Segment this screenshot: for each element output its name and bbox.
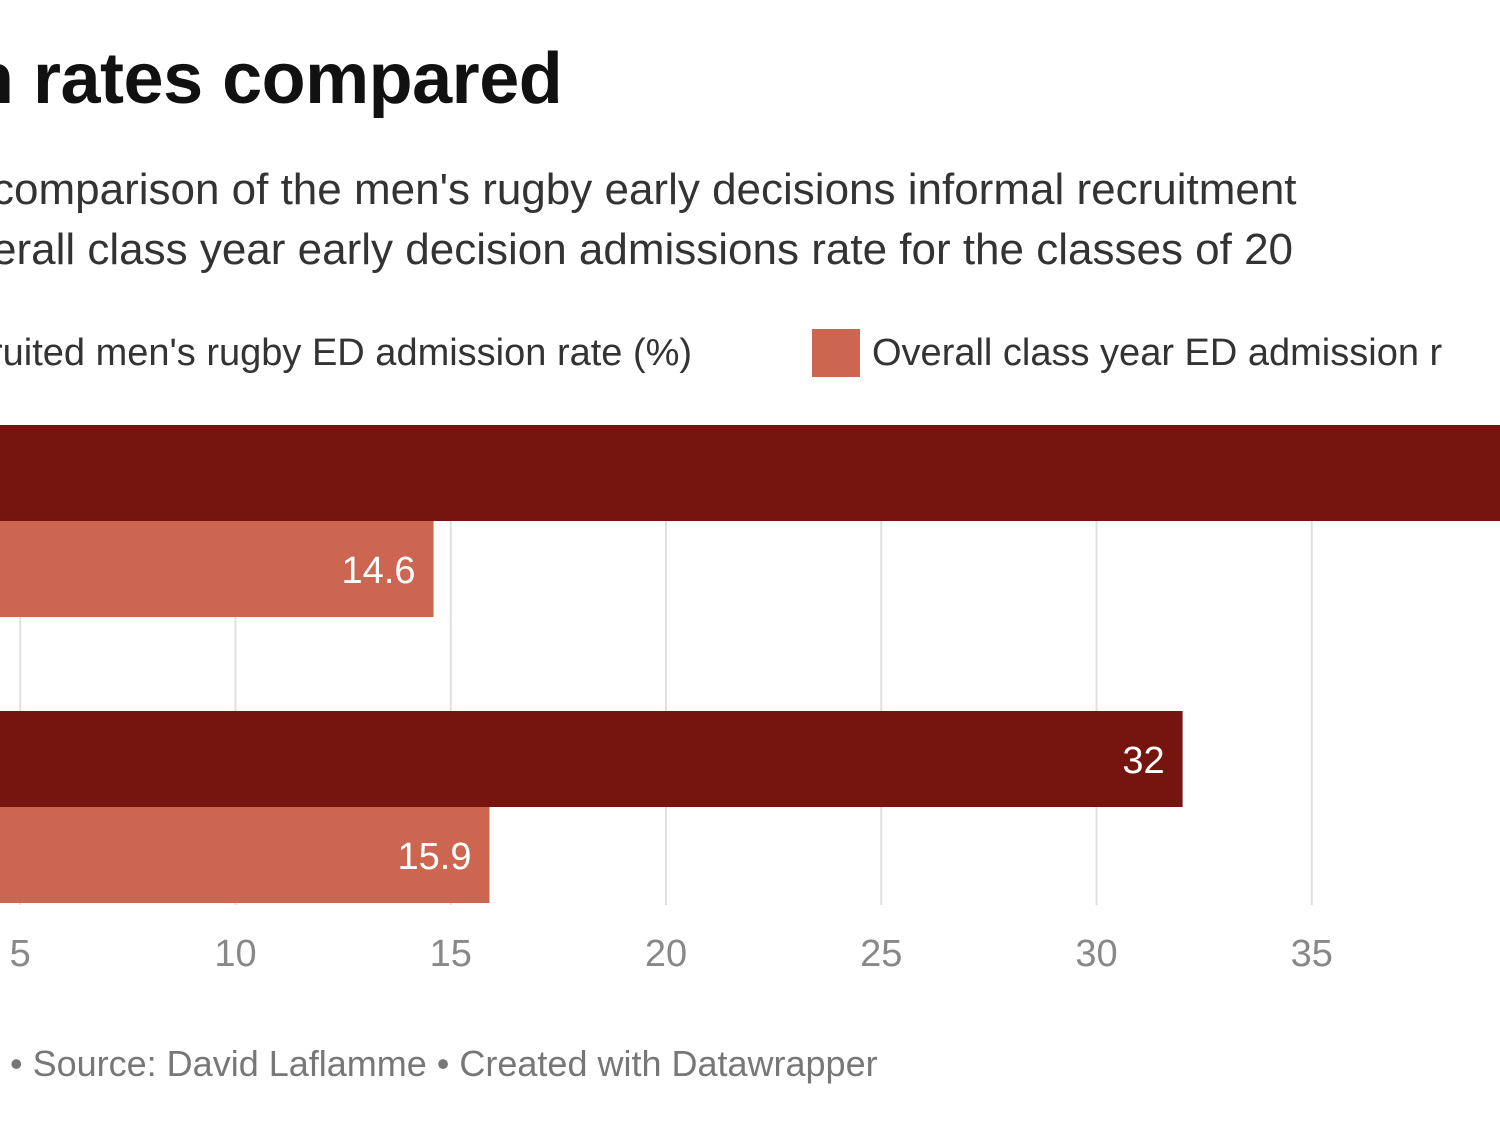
data-label-series2-group1: 14.6 xyxy=(342,550,416,592)
chart-subtitle-line-1: comparison of the men's rugby early deci… xyxy=(0,165,1297,214)
legend-label-overall: Overall class year ED admission r xyxy=(872,331,1443,374)
x-tick-label-20: 20 xyxy=(645,933,687,975)
x-tick-label-10: 10 xyxy=(214,933,256,975)
x-tick-label-5: 5 xyxy=(10,933,31,975)
x-tick-label-25: 25 xyxy=(860,933,902,975)
chart-title: n rates compared xyxy=(0,39,563,119)
legend-item-rugby: ruited men's rugby ED admission rate (%) xyxy=(0,323,692,383)
chart-subtitle-line-2: erall class year early decision admissio… xyxy=(0,225,1294,274)
bar-series2-group2 xyxy=(0,807,490,903)
legend-item-overall: Overall class year ED admission r xyxy=(812,323,1442,383)
bar-series1-group2 xyxy=(0,711,1183,807)
bar-series2-group1 xyxy=(0,521,434,617)
bar-series1-group1 xyxy=(0,425,1500,521)
x-tick-label-15: 15 xyxy=(430,933,472,975)
x-tick-label-30: 30 xyxy=(1075,933,1117,975)
legend-swatch-overall xyxy=(812,329,860,377)
x-tick-label-35: 35 xyxy=(1291,933,1333,975)
legend-label-rugby: ruited men's rugby ED admission rate (%) xyxy=(0,331,693,374)
chart-footer: • Source: David Laflamme • Created with … xyxy=(10,1043,878,1084)
data-label-series1-group2: 32 xyxy=(1122,740,1164,782)
data-label-series2-group2: 15.9 xyxy=(398,836,472,878)
